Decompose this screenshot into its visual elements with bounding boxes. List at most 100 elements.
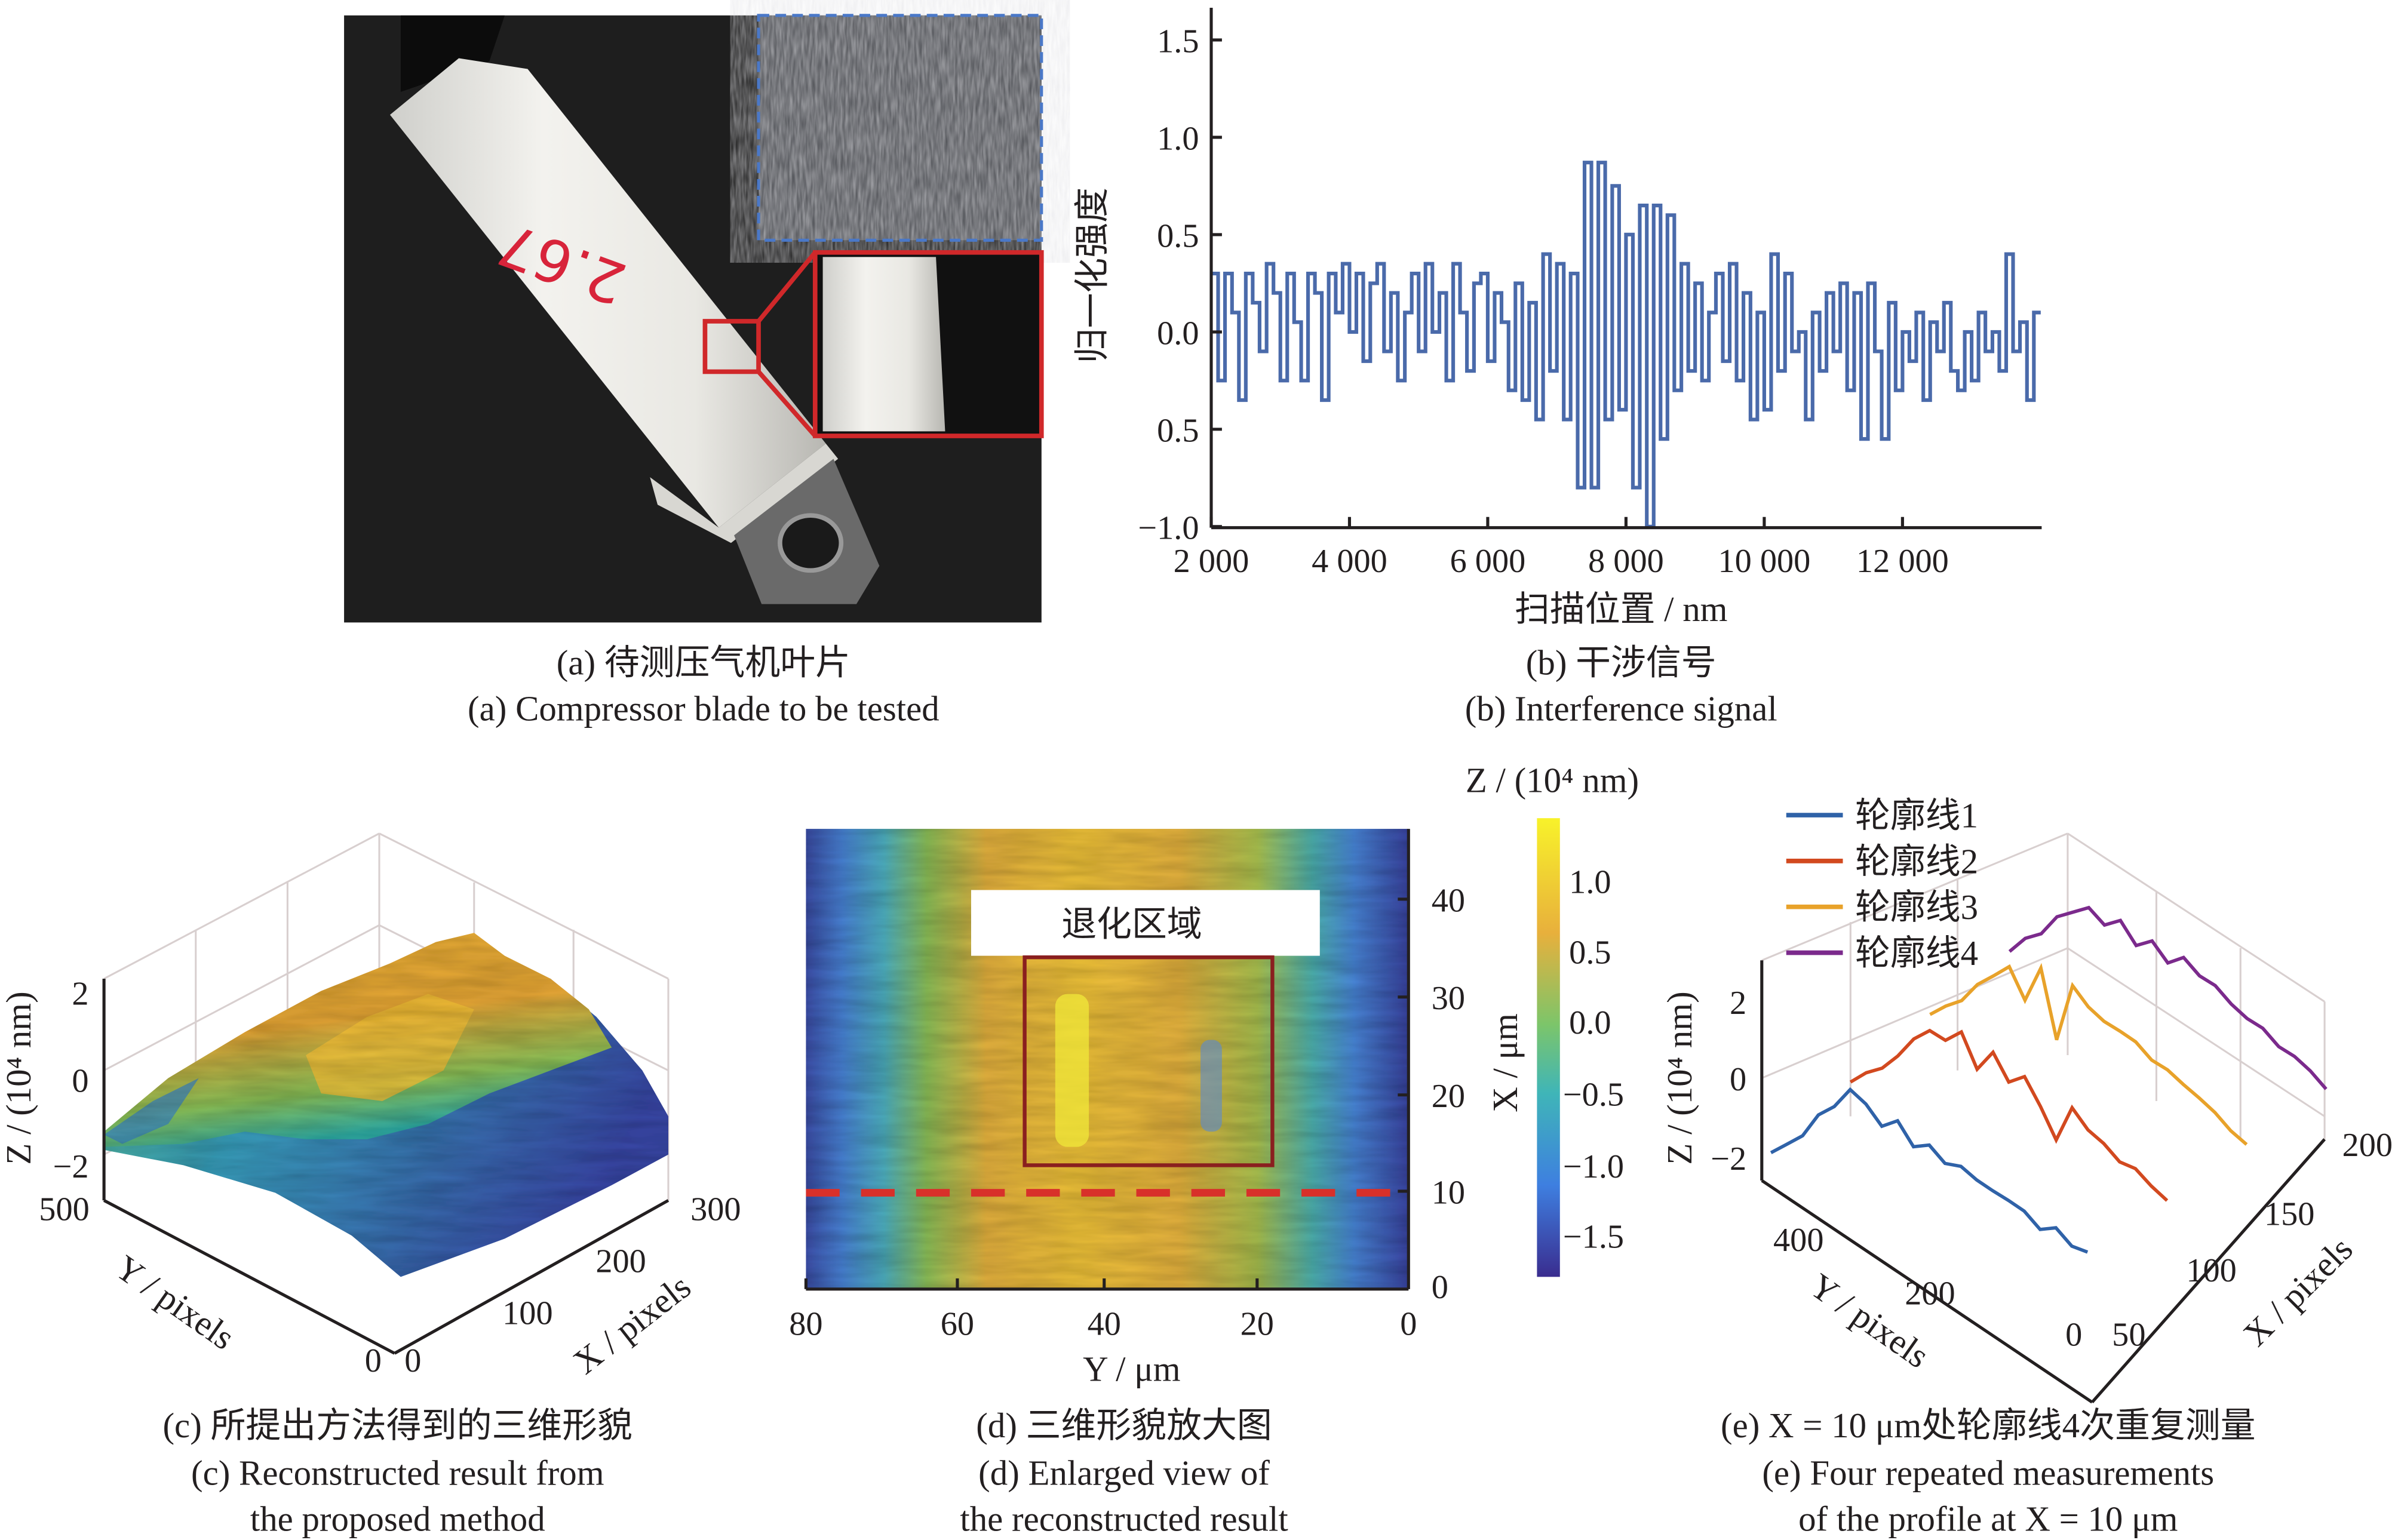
y-axis-label: 归一化强度 (1073, 187, 1112, 363)
x-tick: 100 (2186, 1252, 2237, 1289)
x-tick: 60 (941, 1306, 974, 1343)
blade-body (389, 58, 826, 528)
reconstructed-surface (104, 933, 668, 1277)
caption-d-en-1: (d) Enlarged view of (978, 1454, 1270, 1493)
y-tick-label: 1.5 (1157, 23, 1199, 60)
zoom-inset-blade (822, 257, 945, 432)
zoom-connector (757, 370, 817, 438)
y-axis-label: X / μm (1486, 1013, 1525, 1112)
panel-d: 退化区域 80 60 40 20 0 40 30 20 10 0 Y / μm … (789, 761, 1639, 1539)
y-tick: 10 (1432, 1174, 1465, 1211)
x-axis-label: X / pixels (566, 1267, 698, 1382)
y-tick: 40 (1432, 882, 1465, 919)
x-tick-label: 12 000 (1856, 543, 1949, 580)
z-tick: −2 (1711, 1141, 1746, 1178)
y-tick: 30 (1432, 980, 1465, 1017)
z-axis-label: Z / (10⁴ nm) (0, 991, 38, 1164)
y-tick: 0 (1432, 1269, 1448, 1306)
caption-e-en-2: of the profile at X = 10 μm (1798, 1499, 2178, 1538)
panel-b: 2 000 4 000 6 000 8 000 10 000 12 000 1.5 1.0 0.… (1073, 8, 2042, 728)
signal-plot (1211, 161, 2041, 528)
colorbar-tick: 1.0 (1569, 864, 1611, 901)
x-axis-label: X / pixels (2236, 1229, 2360, 1354)
axis-ticks: 2 000 4 000 6 000 8 000 10 000 12 000 1.5 1.0 0.… (1138, 23, 1949, 579)
blade-root (650, 443, 839, 543)
inset-texture (759, 15, 1042, 241)
3d-axes (102, 979, 670, 1355)
y-tick-label: 0.0 (1157, 315, 1199, 352)
colorbar-tick: −1.5 (1563, 1219, 1624, 1256)
caption-d-en-2: the reconstructed result (960, 1499, 1288, 1538)
caption-b-cn: (b) 干涉信号 (1526, 643, 1717, 682)
caption-d-cn: (d) 三维形貌放大图 (976, 1406, 1272, 1445)
caption-b-en: (b) Interference signal (1465, 689, 1777, 728)
x-axis-label: Y / μm (1083, 1350, 1181, 1388)
y-tick-label: 0.5 (1157, 412, 1199, 449)
colorbar-tick: −1.0 (1563, 1148, 1624, 1185)
x-tick: 20 (1241, 1306, 1274, 1343)
y-tick: 0 (2065, 1317, 2082, 1354)
x-tick-label: 10 000 (1718, 543, 1810, 580)
3d-box-grid (1761, 832, 2326, 1139)
caption-c-cn: (c) 所提出方法得到的三维形貌 (162, 1406, 632, 1445)
profile-lines (1770, 905, 2328, 1254)
profile-line-3 (1929, 963, 2248, 1146)
y-tick: 400 (1773, 1222, 1824, 1259)
y-tick-label: 0.5 (1157, 217, 1199, 254)
x-tick: 0 (1400, 1306, 1417, 1343)
z-tick: 2 (72, 976, 88, 1013)
3d-axes (1760, 960, 2326, 1404)
heatmap-blue-streak (1200, 1040, 1222, 1132)
x-tick: 200 (2342, 1127, 2393, 1164)
x-tick: 40 (1088, 1306, 1121, 1343)
legend-label: 轮廓线2 (1855, 842, 1978, 881)
zoom-connector (757, 251, 817, 323)
legend-label: 轮廓线3 (1855, 888, 1978, 927)
caption-a-cn: (a) 待测压气机叶片 (557, 643, 850, 682)
x-tick: 200 (595, 1243, 646, 1280)
y-tick: 500 (39, 1191, 90, 1228)
colorbar-tick: 0.0 (1569, 1004, 1611, 1041)
colorbar-tick: 0.5 (1569, 934, 1611, 971)
caption-a-en: (a) Compressor blade to be tested (468, 689, 939, 728)
caption-e-cn: (e) X = 10 μm处轮廓线4次重复测量 (1721, 1406, 2256, 1445)
caption-c-en-1: (c) Reconstructed result from (191, 1454, 604, 1493)
x-tick-label: 6 000 (1450, 543, 1526, 580)
region-label-box (971, 890, 1320, 956)
legend-label: 轮廓线1 (1855, 797, 1978, 835)
x-tick-label: 4 000 (1312, 543, 1387, 580)
y-tick: 0 (365, 1342, 382, 1379)
legend: 轮廓线1 轮廓线2 轮廓线3 轮廓线4 (1786, 797, 1978, 973)
x-tick: 80 (789, 1306, 822, 1343)
y-tick-label: 1.0 (1157, 120, 1199, 157)
z-axis-label: Z / (10⁴ nm) (1660, 991, 1699, 1164)
z-tick: 0 (1730, 1061, 1746, 1098)
profile-line-4 (2008, 905, 2328, 1090)
colorbar-title: Z / (10⁴ nm) (1466, 761, 1639, 800)
profile-line-1 (1770, 1087, 2089, 1254)
x-tick: 50 (2112, 1317, 2145, 1354)
x-tick-label: 2 000 (1174, 543, 1249, 580)
x-tick: 0 (404, 1342, 421, 1379)
zoom-source-box (702, 319, 761, 374)
heatmap-highlight-streak (1055, 994, 1089, 1147)
profile-line-2 (1849, 1028, 2169, 1202)
colorbar (1537, 818, 1560, 1277)
colorbar-tick: −0.5 (1563, 1077, 1624, 1114)
caption-e-en-1: (e) Four repeated measurements (1762, 1454, 2214, 1493)
x-axis-label: 扫描位置 / nm (1515, 590, 1728, 629)
inset-border (757, 14, 1043, 242)
y-tick: 200 (1905, 1275, 1955, 1312)
panel-e: 2 0 −2 Z / (10⁴ nm) 400 200 0 50 100 150… (1660, 797, 2393, 1539)
panel-a: 2.67 (a) 待测压气机叶片 (a) Compressor blade to… (344, 14, 1044, 728)
degraded-region-box (1023, 955, 1275, 1167)
region-label: 退化区域 (1061, 905, 1202, 943)
y-tick-label: −1.0 (1138, 509, 1199, 546)
ticks (804, 897, 1409, 1289)
signal-line (1211, 161, 2041, 528)
blade-cable-icon (400, 15, 505, 92)
panel-c: 2 0 −2 Z / (10⁴ nm) 500 0 0 100 200 300 … (0, 832, 741, 1538)
x-tick: 100 (502, 1295, 553, 1332)
fitting-hole-icon (778, 513, 844, 573)
